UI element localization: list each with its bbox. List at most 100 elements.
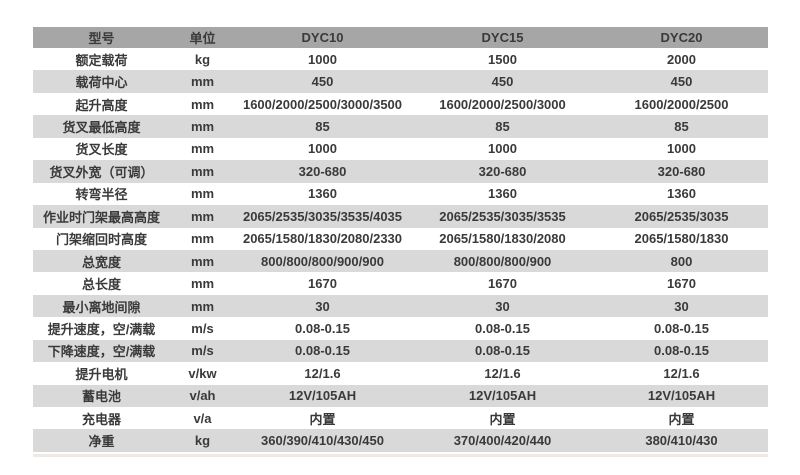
unit-value: v/a	[193, 410, 212, 426]
table-row: 货叉长度 mm 1000 1000 1000	[33, 138, 768, 160]
spec-label: 充电器	[81, 411, 121, 427]
column-header-model: 型号	[88, 31, 115, 46]
dyc15-value: 内置	[489, 411, 516, 427]
dyc10-value: 12V/105AH	[288, 388, 357, 404]
dyc20-value: 320-680	[657, 163, 706, 179]
table-row: 额定载荷 kg 1000 1500 2000	[33, 48, 768, 70]
unit-value: mm	[190, 141, 215, 157]
dyc15-value: 450	[491, 74, 514, 90]
dyc10-value: 30	[315, 298, 330, 314]
dyc20-value: 1670	[667, 276, 696, 292]
dyc15-value: 1500	[488, 51, 517, 67]
table-row: 提升速度，空/满载 m/s 0.08-0.15 0.08-0.15 0.08-0.15	[33, 317, 768, 339]
spec-label: 提升电机	[75, 366, 128, 382]
dyc20-value: 1360	[667, 186, 696, 202]
spec-label: 货叉最低高度	[62, 120, 141, 136]
spec-label: 作业时门架最高高度	[42, 209, 160, 225]
spec-label: 净重	[88, 434, 115, 450]
spec-label: 门架缩回时高度	[55, 232, 147, 248]
dyc15-value: 2065/1580/1830/2080	[439, 231, 566, 247]
table-row: 总宽度 mm 800/800/800/900/900 800/800/800/900 8…	[33, 249, 768, 273]
dyc20-value: 2000	[667, 51, 696, 67]
dyc15-value: 12V/105AH	[468, 388, 537, 404]
unit-value: v/ah	[189, 388, 216, 404]
dyc15-value: 0.08-0.15	[475, 320, 530, 336]
spec-label: 货叉外宽（可调）	[49, 164, 154, 180]
dyc10-value: 1360	[308, 186, 337, 202]
unit-value: kg	[194, 433, 211, 449]
dyc20-value: 800	[670, 253, 693, 269]
dyc10-value: 0.08-0.15	[295, 320, 350, 336]
dyc20-value: 12/1.6	[663, 365, 700, 381]
unit-value: m/s	[191, 343, 214, 359]
dyc10-value: 85	[315, 119, 330, 135]
dyc20-value: 450	[670, 74, 693, 90]
dyc10-value: 2065/2535/3035/3535/4035	[242, 208, 403, 224]
table-row: 门架缩回时高度 mm 2065/1580/1830/2080/2330 2065/15…	[33, 228, 768, 250]
unit-value: mm	[190, 163, 215, 179]
table-row: 蓄电池 v/ah 12V/105AH 12V/105AH 12V/105AH	[33, 384, 768, 407]
dyc15-value: 1000	[488, 141, 517, 157]
dyc10-value: 0.08-0.15	[295, 343, 350, 359]
unit-value: mm	[190, 74, 215, 90]
table-row: 载荷中心 mm 450 450 450	[33, 70, 768, 93]
column-header-dyc20: DYC20	[660, 30, 703, 45]
dyc20-value: 12V/105AH	[647, 388, 716, 404]
table-row: 货叉最低高度 mm 85 85 85	[33, 115, 768, 138]
dyc10-value: 360/390/410/430/450	[261, 433, 384, 449]
dyc10-value: 2065/1580/1830/2080/2330	[242, 231, 403, 247]
dyc10-value: 320-680	[298, 163, 347, 179]
spec-label: 总宽度	[81, 254, 121, 270]
dyc20-value: 1600/2000/2500	[634, 96, 729, 112]
table-row: 转弯半径 mm 1360 1360 1360	[33, 183, 768, 205]
spec-label: 转弯半径	[75, 187, 128, 203]
dyc10-value: 800/800/800/900/900	[261, 253, 384, 269]
dyc10-value: 内置	[309, 411, 336, 427]
dyc20-value: 380/410/430	[645, 433, 718, 449]
unit-value: mm	[190, 186, 215, 202]
spec-label: 下降速度，空/满载	[47, 344, 156, 360]
spec-label: 最小离地间隙	[62, 299, 141, 315]
unit-value: mm	[190, 276, 215, 292]
dyc15-value: 2065/2535/3035/3535	[439, 208, 566, 224]
table-bottom-strip	[33, 454, 768, 457]
table-row: 作业时门架最高高度 mm 2065/2535/3035/3535/4035 2065/…	[33, 205, 768, 228]
dyc20-value: 85	[674, 119, 689, 135]
table-header-row: 型号 单位 DYC10 DYC15 DYC20	[33, 27, 768, 48]
dyc20-value: 2065/2535/3035	[634, 208, 729, 224]
spec-label: 蓄电池	[81, 389, 121, 405]
table-row: 净重 kg 360/390/410/430/450 370/400/420/440 38…	[33, 429, 768, 452]
spec-label: 载荷中心	[75, 75, 128, 91]
dyc10-value: 12/1.6	[304, 365, 341, 381]
dyc10-value: 1000	[308, 141, 337, 157]
unit-value: v/kw	[188, 365, 217, 381]
dyc10-value: 450	[311, 74, 334, 90]
dyc15-value: 1600/2000/2500/3000	[439, 96, 566, 112]
dyc20-value: 0.08-0.15	[654, 343, 709, 359]
table-row: 下降速度，空/满载 m/s 0.08-0.15 0.08-0.15 0.08-0.15	[33, 339, 768, 363]
dyc20-value: 0.08-0.15	[654, 320, 709, 336]
dyc15-value: 0.08-0.15	[475, 343, 530, 359]
unit-value: mm	[190, 231, 215, 247]
dyc15-value: 800/800/800/900	[453, 253, 552, 269]
spec-label: 货叉长度	[75, 142, 128, 158]
table-body: 额定载荷 kg 1000 1500 2000 载荷中心 mm 450 450 450 起升高度 mm 1…	[33, 48, 768, 452]
dyc15-value: 320-680	[478, 163, 527, 179]
spec-label: 额定载荷	[75, 52, 128, 68]
unit-value: mm	[190, 298, 215, 314]
dyc15-value: 30	[495, 298, 510, 314]
dyc20-value: 内置	[668, 411, 695, 427]
table-row: 最小离地间隙 mm 30 30 30	[33, 294, 768, 318]
dyc15-value: 12/1.6	[484, 365, 521, 381]
unit-value: mm	[190, 253, 215, 269]
table-row: 提升电机 v/kw 12/1.6 12/1.6 12/1.6	[33, 362, 768, 384]
dyc15-value: 1670	[488, 276, 517, 292]
dyc10-value: 1670	[308, 276, 337, 292]
unit-value: mm	[190, 96, 215, 112]
dyc15-value: 85	[495, 119, 510, 135]
dyc20-value: 1000	[667, 141, 696, 157]
dyc10-value: 1000	[308, 51, 337, 67]
table-row: 充电器 v/a 内置 内置 内置	[33, 407, 768, 429]
unit-value: kg	[194, 51, 211, 67]
spec-table: 型号 单位 DYC10 DYC15 DYC20 额定载荷 kg 1000 1500 20…	[33, 27, 768, 452]
